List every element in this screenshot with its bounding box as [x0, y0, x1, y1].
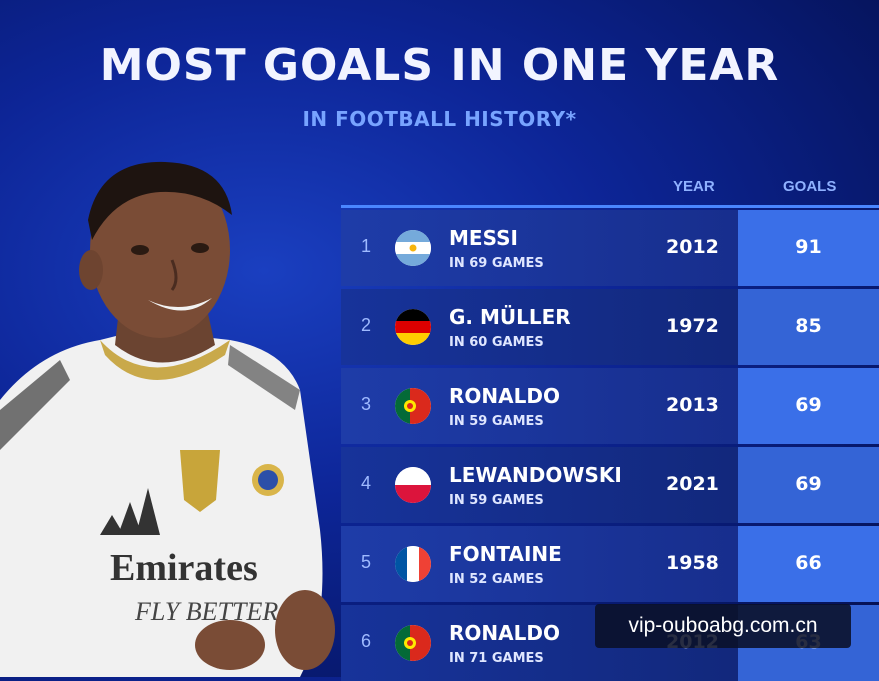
- germany-flag-icon: [395, 309, 431, 345]
- player-name: FONTAINE: [449, 542, 562, 566]
- player-illustration: Emirates FLY BETTER: [0, 150, 340, 677]
- argentina-flag-icon: [395, 230, 431, 266]
- shirt-sponsor-line2: FLY BETTER: [134, 597, 278, 626]
- games-count: IN 71 GAMES: [449, 651, 544, 666]
- page-title: MOST GOALS IN ONE YEAR: [99, 40, 780, 91]
- table-row: 3 RONALDO IN 59 GAMES 2013 69: [341, 368, 879, 444]
- table-row: 4 LEWANDOWSKI IN 59 GAMES 2021 69: [341, 447, 879, 523]
- player-name: G. MÜLLER: [449, 305, 571, 329]
- year-value: 1972: [666, 315, 719, 337]
- page-subtitle: IN FOOTBALL HISTORY*: [302, 107, 577, 131]
- shirt-sponsor-line1: Emirates: [110, 547, 258, 589]
- table-row: 1 MESSI IN 69 GAMES 2012 91: [341, 210, 879, 286]
- rank-number: 1: [361, 236, 372, 256]
- year-value: 1958: [666, 552, 719, 574]
- year-value: 2012: [666, 236, 719, 258]
- table-row: 2 G. MÜLLER IN 60 GAMES 1972 85: [341, 289, 879, 365]
- player-name: LEWANDOWSKI: [449, 463, 622, 487]
- year-value: 2021: [666, 473, 719, 495]
- poland-flag-icon: [395, 467, 431, 503]
- goals-value: 85: [795, 315, 822, 337]
- portugal-flag-icon: [395, 388, 431, 424]
- table-row: 5 FONTAINE IN 52 GAMES 1958 66: [341, 526, 879, 602]
- player-name: MESSI: [449, 226, 518, 250]
- goals-value: 69: [795, 473, 822, 495]
- goals-value: 91: [795, 236, 822, 258]
- portugal-flag-icon: [395, 625, 431, 661]
- player-name: RONALDO: [449, 384, 560, 408]
- france-flag-icon: [395, 546, 431, 582]
- goals-value: 69: [795, 394, 822, 416]
- games-count: IN 59 GAMES: [449, 493, 544, 508]
- games-count: IN 69 GAMES: [449, 256, 544, 271]
- goals-value: 66: [795, 552, 822, 574]
- games-count: IN 59 GAMES: [449, 414, 544, 429]
- games-count: IN 52 GAMES: [449, 572, 544, 587]
- rank-number: 3: [361, 394, 372, 414]
- rank-number: 6: [361, 631, 372, 651]
- rank-number: 2: [361, 315, 372, 335]
- rank-number: 5: [361, 552, 372, 572]
- goals-column-header: GOALS: [783, 178, 837, 195]
- watermark-url: vip-ouboabg.com.cn: [595, 604, 851, 648]
- rank-number: 4: [361, 473, 372, 493]
- games-count: IN 60 GAMES: [449, 335, 544, 350]
- year-column-header: YEAR: [673, 178, 715, 195]
- player-name: RONALDO: [449, 621, 560, 645]
- year-value: 2013: [666, 394, 719, 416]
